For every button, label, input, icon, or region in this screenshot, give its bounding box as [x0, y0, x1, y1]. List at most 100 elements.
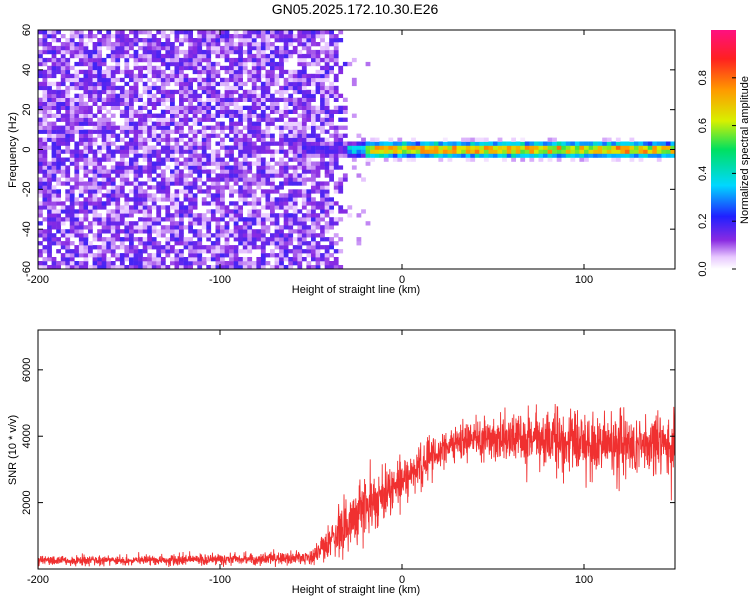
spectrogram-cell	[315, 169, 321, 174]
spectrogram-cell	[69, 133, 75, 138]
spectrogram-cell	[42, 105, 48, 110]
spectrogram-cell	[192, 53, 198, 59]
spectrogram-cell	[197, 217, 203, 222]
spectrogram-cell	[288, 221, 294, 226]
spectrogram-cell	[260, 245, 266, 250]
spectrogram-cell	[106, 42, 112, 47]
spectrogram-cell	[60, 173, 66, 178]
spectrogram-cell	[233, 57, 239, 63]
spectrogram-cell	[224, 38, 230, 43]
spectrogram-cell	[160, 113, 166, 118]
spectrogram-cell	[101, 97, 107, 102]
spectrogram-cell	[320, 38, 325, 43]
spectrogram-cell	[183, 237, 189, 242]
spectrogram-cell	[210, 38, 216, 43]
spectrogram-cell	[311, 77, 316, 83]
spectrogram-cell	[147, 209, 152, 214]
spectrogram-cell	[260, 61, 266, 67]
spectrogram-cell	[165, 181, 171, 186]
spectrogram-cell	[270, 30, 275, 35]
spectrogram-cell	[297, 209, 303, 214]
spectrogram-cell	[110, 253, 116, 258]
spectrogram-cell	[238, 42, 243, 47]
spectrogram-cell	[247, 177, 253, 182]
spectrogram-cell	[270, 101, 275, 106]
spectrogram-cell	[138, 121, 143, 126]
spectrogram-cell	[524, 153, 530, 158]
spectrogram-cell	[274, 97, 280, 102]
spectrogram-cell	[292, 129, 298, 134]
spectrogram-cell	[306, 81, 312, 87]
spectrogram-cell	[311, 201, 316, 206]
spectrogram-cell	[283, 237, 289, 242]
spectrogram-cell	[297, 253, 303, 258]
spectrogram-cell	[206, 105, 212, 110]
spectrogram-cell	[251, 85, 257, 91]
spectrogram-cell	[51, 49, 57, 55]
spectrogram-cell	[656, 153, 662, 158]
spectrogram-cell	[265, 69, 271, 75]
spectrogram-cell	[288, 93, 294, 98]
spectrogram-cell	[179, 61, 184, 67]
spectrogram-cell	[129, 53, 134, 59]
spectrogram-cell	[88, 109, 93, 114]
spectrogram-cell	[106, 53, 112, 59]
spectrogram-cell	[324, 245, 330, 250]
spectrogram-cell	[47, 30, 52, 35]
spectrogram-cell	[442, 149, 448, 154]
spectrogram-cell	[119, 217, 125, 222]
spectrogram-cell	[256, 265, 262, 270]
spectrogram-cell	[69, 38, 75, 43]
spectrogram-cell	[279, 157, 284, 162]
spectrogram-cell	[338, 217, 344, 222]
spectrogram-cell	[179, 201, 184, 206]
spectrogram-cell	[283, 177, 289, 182]
spectrogram-cell	[351, 165, 357, 170]
spectrogram-cell	[170, 129, 175, 134]
spectrogram-cell	[97, 181, 102, 186]
spectrogram-cell	[106, 121, 112, 126]
spectrogram-cell	[174, 157, 180, 162]
spectrogram-cell	[92, 121, 98, 126]
spectrogram-cell	[315, 34, 321, 39]
spectrogram-cell	[65, 169, 71, 174]
spectrogram-cell	[274, 245, 280, 250]
spectrogram-cell	[183, 161, 189, 166]
spectrogram-cell	[265, 201, 271, 206]
spectrogram-cell	[188, 265, 193, 270]
spectrogram-cell	[110, 245, 116, 250]
spectrogram-cell	[110, 221, 116, 226]
spectrogram-cell	[179, 65, 184, 71]
spectrogram-cell	[233, 237, 239, 242]
spectrogram-cell	[38, 42, 43, 47]
spectrogram-cell	[242, 113, 248, 118]
spectrogram-cell	[247, 141, 253, 146]
spectrogram-cell	[224, 241, 230, 246]
spectrogram-cell	[220, 217, 225, 222]
spectrogram-cell	[579, 141, 585, 146]
spectrogram-cell	[315, 221, 321, 226]
spectrogram-cell	[47, 169, 52, 174]
spectrogram-cell	[174, 265, 180, 270]
spectrogram-cell	[538, 149, 544, 154]
spectrogram-cell	[183, 93, 189, 98]
spectrogram-cell	[65, 93, 71, 98]
spectrogram-cell	[56, 113, 61, 118]
spectrogram-cell	[138, 225, 143, 230]
spectrogram-cell	[174, 141, 180, 146]
spectrogram-cell	[306, 89, 312, 95]
spectrogram-cell	[129, 169, 134, 174]
spectrogram-cell	[101, 57, 107, 63]
spectrogram-cell	[247, 129, 253, 134]
spectrogram-cell	[92, 237, 98, 242]
spectrogram-cell	[311, 97, 316, 102]
spectrogram-cell	[78, 49, 84, 55]
spectrogram-cell	[165, 229, 171, 234]
spectrogram-cell	[433, 145, 439, 150]
spectrogram-cell	[538, 153, 544, 158]
spectrogram-cell	[201, 34, 207, 39]
spectrogram-cell	[260, 105, 266, 110]
spectrogram-cell	[274, 257, 280, 262]
spectrogram-cell	[242, 117, 248, 122]
spectrogram-cell	[106, 229, 112, 234]
